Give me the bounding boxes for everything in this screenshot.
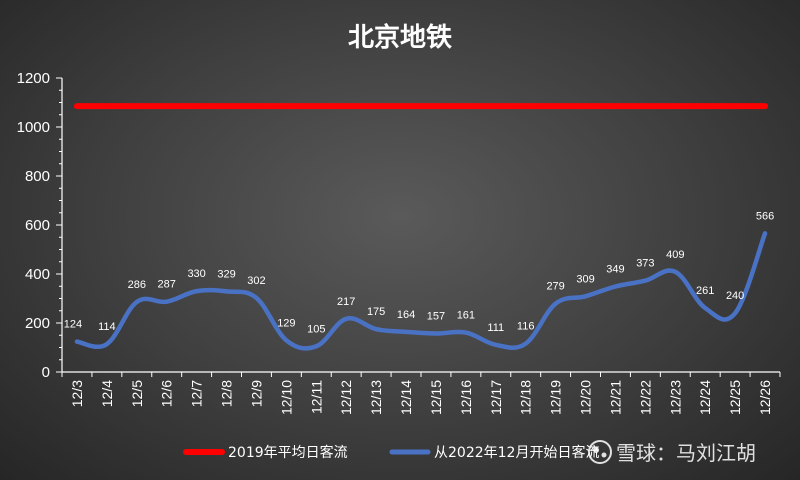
x-tick-label: 12/7	[189, 380, 205, 407]
chart-title: 北京地铁	[348, 22, 452, 53]
x-tick-label: 12/26	[757, 380, 773, 415]
watermark-text: 雪球：马刘江胡	[616, 441, 756, 465]
x-tick-label: 12/13	[368, 380, 384, 415]
x-tick-label: 12/6	[159, 380, 175, 407]
legend-item-2019-average-label: 2019年平均日客流	[228, 444, 348, 461]
x-tick-label: 12/3	[69, 380, 85, 407]
y-tick-label: 1000	[17, 119, 50, 136]
data-label: 329	[217, 268, 235, 280]
data-label: 105	[307, 323, 325, 335]
x-tick-label: 12/21	[607, 380, 623, 415]
y-tick-label: 600	[25, 217, 50, 234]
snowball-logo-icon	[588, 440, 612, 464]
chart-axes	[56, 77, 781, 377]
x-tick-label: 12/22	[637, 380, 653, 415]
data-label: 373	[636, 258, 654, 270]
data-label: 409	[666, 249, 684, 261]
data-label: 124	[64, 319, 82, 331]
x-tick-label: 12/25	[727, 380, 743, 415]
y-tick-label: 400	[25, 266, 50, 283]
y-tick-label: 200	[25, 315, 50, 332]
x-tick-label: 12/16	[458, 380, 474, 415]
series-line-daily-flow	[74, 231, 768, 351]
x-tick-label: 12/12	[338, 380, 354, 415]
data-label: 302	[247, 275, 265, 287]
data-label: 286	[128, 279, 146, 291]
x-tick-label: 12/5	[129, 380, 145, 407]
data-label: 175	[367, 306, 385, 318]
x-tick-label: 12/23	[667, 380, 683, 415]
y-tick-label: 1200	[17, 70, 50, 87]
data-label: 164	[397, 309, 415, 321]
x-tick-label: 12/15	[428, 380, 444, 415]
data-label: 261	[696, 285, 714, 297]
data-labels: 124 114 286 287 330 329 302 129 105 217 175 164 157 1…	[64, 210, 774, 335]
chart-series	[73, 103, 769, 351]
data-label: 161	[457, 310, 475, 322]
x-tick-label: 12/11	[308, 380, 324, 414]
y-axis-tick-labels: 0 200 400 600 800 1000 1200	[17, 70, 50, 381]
data-label: 240	[726, 290, 744, 302]
data-label: 111	[487, 322, 504, 334]
x-axis-tick-labels: 12/3 12/4 12/5 12/6 12/7 12/8 12/9 12/10 12/11 12…	[69, 380, 773, 415]
watermark: 雪球：马刘江胡	[588, 440, 756, 465]
data-label: 287	[158, 279, 176, 291]
x-tick-label: 12/8	[219, 380, 235, 407]
x-tick-label: 12/24	[697, 380, 713, 415]
x-tick-label: 12/4	[99, 380, 115, 407]
data-label: 129	[277, 317, 295, 329]
x-tick-label: 12/17	[488, 380, 504, 415]
x-tick-label: 12/20	[578, 380, 594, 415]
x-tick-label: 12/10	[278, 380, 294, 415]
chart-legend: 2019年平均日客流 从2022年12月开始日客流	[183, 444, 599, 461]
x-tick-label: 12/18	[518, 380, 534, 415]
y-tick-label: 0	[42, 364, 50, 381]
data-label: 114	[98, 321, 116, 333]
data-label: 217	[337, 296, 355, 308]
x-tick-label: 12/9	[248, 380, 264, 407]
data-label: 279	[546, 281, 564, 293]
data-label: 309	[576, 273, 594, 285]
legend-item-daily-flow-label: 从2022年12月开始日客流	[434, 444, 599, 461]
data-label: 116	[517, 321, 535, 333]
x-tick-label: 12/19	[548, 380, 564, 415]
data-label: 566	[756, 210, 774, 222]
data-label: 349	[606, 263, 624, 275]
y-tick-label: 800	[25, 168, 50, 185]
data-label: 330	[187, 268, 205, 280]
x-tick-label: 12/14	[398, 380, 414, 415]
data-label: 157	[427, 311, 445, 323]
